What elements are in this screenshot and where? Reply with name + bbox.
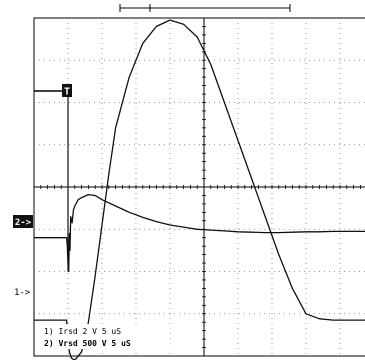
- channel-legend: 1) Irsd 2 V 5 uS 2) Vrsd 500 V 5 uS: [40, 324, 170, 349]
- trigger-position-bracket: [119, 4, 291, 12]
- channel-2-marker[interactable]: 2->: [13, 215, 33, 228]
- trigger-level-marker[interactable]: T: [34, 84, 72, 98]
- plot-grid: [33, 17, 365, 357]
- channel-1-marker-label: 1->: [14, 288, 31, 298]
- legend-channel-2: 2) Vrsd 500 V 5 uS: [44, 339, 131, 348]
- channel-2-marker-label: 2->: [15, 218, 32, 228]
- trigger-marker-label: T: [64, 87, 70, 98]
- legend-channel-1: 1) Irsd 2 V 5 uS: [44, 327, 121, 336]
- trace-channel-1: [34, 19, 365, 360]
- trace-channel-2: [34, 193, 365, 273]
- plot-traces: [34, 19, 365, 360]
